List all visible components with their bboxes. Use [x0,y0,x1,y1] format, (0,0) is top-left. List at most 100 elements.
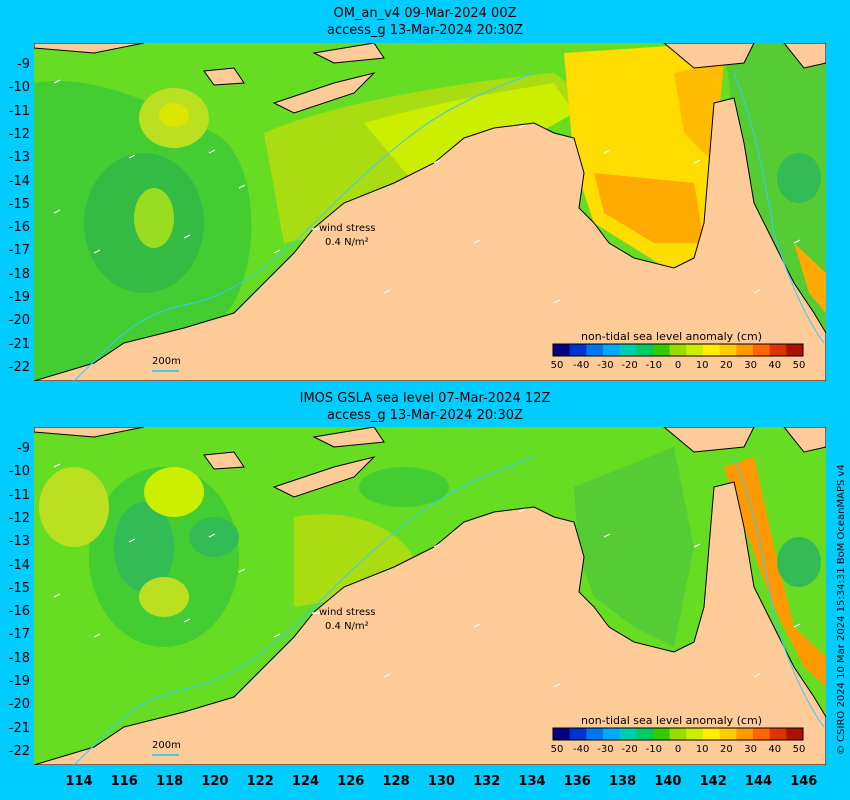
australia-landmass [34,481,826,765]
anomaly-zone [574,447,694,647]
y-tick-label: -11 [8,487,30,503]
y-tick-label: -12 [8,510,30,526]
y-tick-label: -19 [8,674,30,689]
wind-arrow [183,234,191,239]
colorbar-2 [553,728,804,740]
panel2-map: wind stress 0.4 N/m² non-tidal sea level… [34,427,826,765]
panel1-title-line2: access_g 13-Mar-2024 20:30Z [327,23,523,38]
y-tick-label: -13 [8,150,30,166]
wind-arrow [793,623,801,628]
y-tick-label: -20 [8,313,30,329]
credit-text: © CSIRO 2024 10 Mar 2024 15:34:31 BoM Oc… [836,464,847,755]
wind-arrow [433,159,441,164]
colorbar-swatch [753,344,771,356]
anomaly-zone [144,467,204,517]
wind-arrow [208,533,216,538]
anomaly-zone [294,514,414,607]
wind-arrow [693,543,701,548]
x-tick-label: 136 [563,774,591,789]
wind-arrow [128,538,136,543]
australia-landmass [34,97,826,381]
anomaly-zone [39,467,109,547]
colorbar-swatch [603,344,621,356]
x-tick-label: 132 [473,774,501,789]
island [312,43,385,64]
wind-arrow [518,124,526,129]
colorbar-title: non-tidal sea level anomaly (cm) [581,330,762,343]
wind-arrow [553,299,561,304]
colorbar-swatch [769,728,787,740]
colorbar-tick-label: -20 [621,744,638,755]
wind-arrow [383,673,391,678]
x-tick-label: 124 [291,774,320,789]
y-tick-label: -10 [8,464,30,480]
wind-stress-value: 0.4 N/m² [325,621,369,632]
anomaly-zone [794,243,826,313]
colorbar-tick-label: -30 [597,744,614,755]
colorbar-swatch [736,344,754,356]
colorbar-swatch [619,728,637,740]
colorbar-swatch [603,728,621,740]
colorbar-tick-label: 10 [695,744,709,755]
isobath-label: 200m [152,356,181,367]
anomaly-zone [159,103,189,127]
wind-arrow [93,249,101,254]
colorbar-swatch [586,728,604,740]
y-tick-label: -14 [8,173,30,189]
wind-stress-label: wind stress [319,223,376,234]
colorbar-swatch [686,344,704,356]
wind-arrow [53,79,61,84]
island [663,427,755,453]
x-tick-label: 126 [337,774,365,789]
colorbar-swatch [703,728,721,740]
colorbar-tick-label: 0 [674,744,682,755]
colorbar-frame [552,727,804,741]
wind-arrow [433,543,441,548]
colorbar-swatch [569,344,587,356]
anomaly-zone [364,83,574,183]
island [272,72,376,114]
colorbar-swatch [569,728,587,740]
x-tick-label: 120 [201,774,229,789]
colorbar-tick-label: 50 [550,744,564,755]
island [783,43,826,69]
wind-arrow [273,249,281,254]
colorbar-swatch [586,344,604,356]
colorbar-tick-label: 0 [674,360,682,371]
isobath-line [73,72,535,381]
x-tick-label: 146 [790,774,818,789]
y-tick-label: -16 [8,604,30,620]
colorbar-swatch [669,344,687,356]
wind-arrow [383,289,391,294]
wind-arrow [793,239,801,244]
y-tick-label: -13 [8,534,30,550]
wind-stress-value: 0.4 N/m² [325,237,369,248]
x-tick-label: 138 [609,774,637,789]
panel1-map-svg [34,43,826,381]
colorbar-swatch [786,344,804,356]
colorbar-tick-label: -30 [597,360,614,371]
anomaly-zone [114,502,174,592]
wind-arrow [208,149,216,154]
wind-arrow [53,463,61,468]
colorbar-tick-label: 40 [768,360,782,371]
colorbar-swatch [719,344,737,356]
island [272,456,376,498]
colorbar-1 [553,344,804,356]
island [203,451,245,470]
wind-arrow [128,154,136,159]
island [663,43,755,69]
colorbar-swatch [619,344,637,356]
colorbar-swatch [686,728,704,740]
y-tick-label: -22 [8,743,30,759]
colorbar-swatch [669,728,687,740]
y-tick-label: -18 [8,650,30,666]
x-tick-label: 116 [110,774,138,789]
panel1-title-line1: OM_an_v4 09-Mar-2024 00Z [333,6,517,21]
wind-stress-label: wind stress [319,607,376,618]
isobath-label: 200m [152,740,181,751]
panel2-map-svg [34,427,826,765]
wind-arrow [518,508,526,513]
colorbar-frame [552,343,804,357]
x-tick-label: 144 [744,774,773,789]
